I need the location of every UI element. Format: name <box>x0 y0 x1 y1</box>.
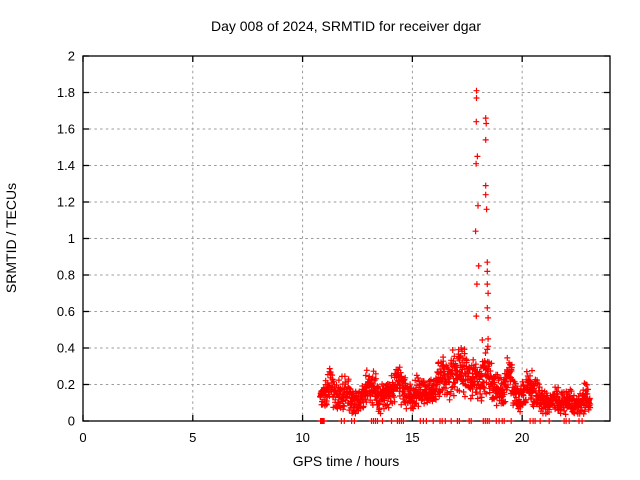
data-points <box>317 87 594 424</box>
chart-title: Day 008 of 2024, SRMTID for receiver dga… <box>211 18 481 34</box>
y-tick-label: 1.8 <box>57 85 75 100</box>
y-tick-label: 0.8 <box>57 268 75 283</box>
y-tick-label: 2 <box>68 49 75 64</box>
x-tick-label: 10 <box>295 430 309 445</box>
tick-labels: 0 5 10 15 20 0 0.2 0.4 0.6 0.8 1 1.2 1.4 1.6 1.8 2 <box>57 49 529 446</box>
srmtid-band <box>317 337 594 418</box>
y-tick-label: 1 <box>68 231 75 246</box>
y-axis-label: SRMTID / TECUs <box>3 183 19 293</box>
y-tick-label: 0.2 <box>57 377 75 392</box>
y-tick-label: 0.6 <box>57 304 75 319</box>
srmtid-spike <box>472 87 492 342</box>
x-tick-label: 15 <box>405 430 419 445</box>
x-tick-label: 0 <box>79 430 86 445</box>
y-tick-label: 0.4 <box>57 341 75 356</box>
x-axis-label: GPS time / hours <box>293 453 400 469</box>
y-tick-label: 0 <box>68 414 75 429</box>
zero-epoch-marks <box>317 418 586 424</box>
y-tick-label: 1.6 <box>57 122 75 137</box>
x-tick-label: 5 <box>189 430 196 445</box>
y-tick-label: 1.2 <box>57 195 75 210</box>
y-tick-label: 1.4 <box>57 158 75 173</box>
grid-lines <box>83 56 610 421</box>
x-tick-label: 20 <box>515 430 529 445</box>
